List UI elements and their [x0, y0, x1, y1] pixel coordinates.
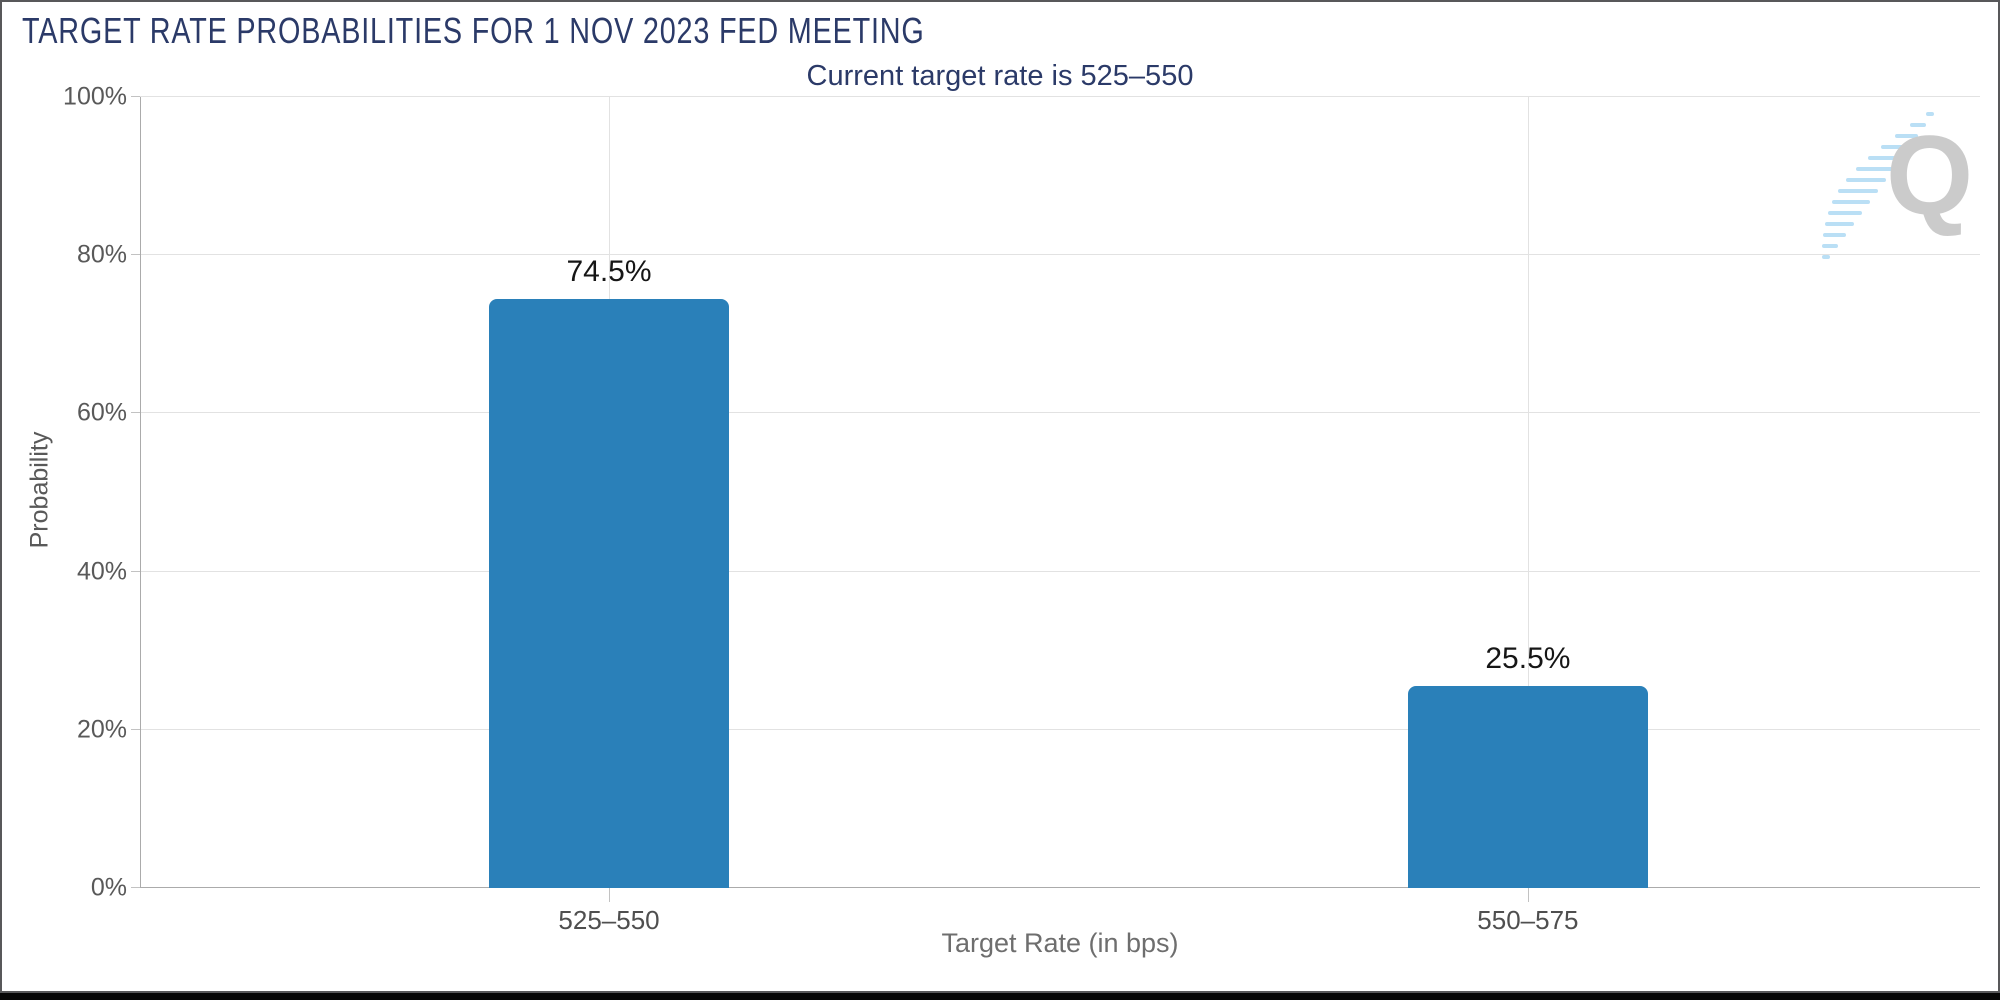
y-tick-mark	[131, 254, 140, 256]
y-tick-label: 0%	[90, 873, 127, 902]
watermark-streak-dash	[1926, 112, 1934, 116]
watermark-streak-dash	[1867, 156, 1902, 160]
y-gridline	[140, 728, 1980, 730]
x-category-label: 550–575	[1477, 905, 1579, 935]
y-tick-label: 40%	[76, 557, 127, 586]
y-tick-label: 80%	[76, 240, 127, 269]
watermark-streak-dash	[1910, 123, 1926, 127]
bar-525-550[interactable]	[489, 298, 730, 888]
watermark-streak-dash	[1895, 134, 1918, 138]
y-axis-line	[140, 97, 141, 888]
y-gridline	[140, 254, 1980, 256]
y-gridline	[140, 96, 1980, 97]
bar-value-label: 74.5%	[566, 254, 652, 288]
window-bottom-edge	[0, 993, 2000, 1000]
y-tick-mark	[131, 570, 140, 572]
watermark-streak-dash	[1880, 145, 1910, 149]
watermark-streak-dash	[1832, 200, 1870, 204]
y-tick-mark	[131, 728, 140, 730]
y-axis-title: Probability	[25, 431, 54, 549]
y-tick-label: 100%	[63, 82, 127, 111]
y-tick-label: 60%	[76, 398, 127, 427]
chart-title: TARGET RATE PROBABILITIES FOR 1 NOV 2023…	[22, 10, 925, 51]
y-tick-mark	[131, 96, 140, 97]
watermark-streak-dash	[1822, 244, 1838, 248]
watermark-streak-dash	[1856, 167, 1894, 171]
y-gridline	[140, 412, 1980, 414]
watermark-streak-dash	[1823, 233, 1846, 237]
category-gridline	[1527, 97, 1529, 888]
x-tick-mark	[1527, 888, 1529, 902]
bar-550-575[interactable]	[1407, 686, 1648, 888]
watermark-streak-dash	[1824, 222, 1854, 226]
x-category-label: 525–550	[558, 905, 660, 935]
chart-subtitle: Current target rate is 525–550	[806, 60, 1194, 92]
y-tick-label: 20%	[76, 715, 127, 744]
q-watermark-letter: Q	[1886, 113, 1974, 238]
watermark-streak-dash	[1838, 189, 1878, 193]
bar-value-label: 25.5%	[1485, 642, 1571, 676]
q-watermark-logo: Q	[1800, 100, 1973, 268]
x-axis-line	[140, 887, 1980, 888]
y-tick-mark	[131, 412, 140, 414]
y-tick-mark	[131, 887, 140, 888]
watermark-streak-dash	[1846, 178, 1886, 182]
watermark-streak-dash	[1827, 211, 1862, 215]
x-axis-title: Target Rate (in bps)	[941, 928, 1179, 958]
x-tick-mark	[609, 888, 611, 902]
watermark-streak-dash	[1822, 255, 1830, 259]
y-gridline	[140, 570, 1980, 572]
plot-area: Q 0% 20% 40% 60% 80% 100% 74.5% 525–550 25.5% 550…	[63, 83, 1980, 935]
